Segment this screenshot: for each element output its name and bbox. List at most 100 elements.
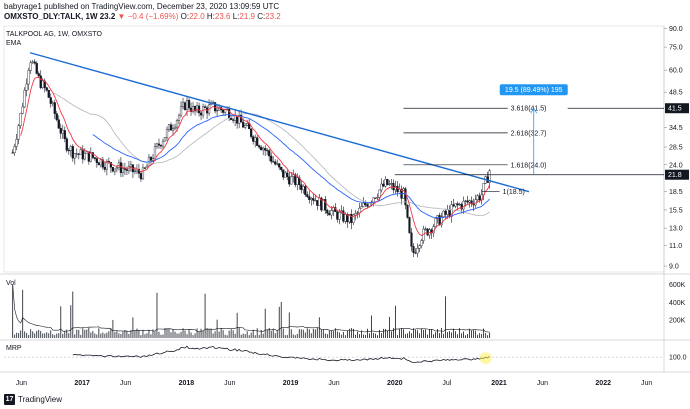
candle-body: [412, 246, 415, 253]
candle-body: [456, 203, 459, 206]
candle-body: [167, 124, 171, 130]
candle-body: [244, 125, 247, 128]
candle-body: [129, 164, 133, 167]
candle-body: [362, 202, 365, 207]
candle-body: [378, 189, 381, 198]
mrp-highlight: [479, 352, 492, 365]
candle-body: [95, 158, 98, 163]
candle-body: [308, 196, 311, 200]
candle-body: [446, 209, 449, 215]
candle-body: [65, 138, 68, 151]
candle-body: [272, 161, 275, 163]
candle-body: [230, 118, 233, 120]
candle-body: [47, 90, 50, 98]
candle-body: [185, 100, 189, 110]
candle-body: [458, 204, 461, 206]
candle-body: [482, 183, 485, 196]
ema-fast-line: [20, 76, 491, 237]
candle-body: [101, 159, 104, 168]
candle-body: [344, 214, 347, 222]
candle-body: [374, 197, 377, 199]
candle-body: [406, 204, 409, 218]
candle-body: [119, 162, 123, 174]
candle-body: [314, 200, 317, 202]
candle-body: [328, 212, 331, 216]
volume-tick-label: 200K: [669, 318, 686, 325]
pane-legend-title: TALKPOOL AG, 1W, OMXSTO: [6, 31, 103, 38]
candle-body: [11, 152, 14, 154]
tradingview-brand[interactable]: 17 TradingView: [4, 394, 62, 405]
chart-canvas[interactable]: TALKPOOL AG, 1W, OMXSTO EMA 90.0 75.0 60.0 48…: [0, 0, 690, 392]
time-tick-label: Jun: [224, 380, 235, 387]
candle-body: [312, 198, 315, 201]
candle-body: [318, 197, 321, 206]
candle-body: [232, 119, 235, 121]
candle-body: [17, 125, 20, 140]
symbol: OMXSTO_DLY:TALK, 1W: [4, 12, 98, 21]
candle-body: [195, 105, 199, 112]
candle-body: [302, 186, 305, 190]
volume-average-line: [12, 284, 490, 333]
candle-body: [93, 157, 96, 159]
candle-body: [392, 183, 395, 191]
candle-body: [159, 145, 163, 147]
fib-level-label: 3.618(41.5): [511, 106, 547, 113]
candle-body: [264, 148, 267, 151]
candle-body: [290, 176, 293, 185]
candle-body: [33, 61, 36, 64]
candle-body: [292, 174, 295, 177]
candle-body: [330, 210, 333, 216]
candle-body: [13, 146, 16, 153]
time-tick-label: 2021: [491, 380, 507, 387]
candle-body: [404, 188, 407, 206]
candle-body: [278, 163, 281, 168]
mrp-helper: [93, 0, 490, 36]
volume-pane-title: Vol: [6, 280, 16, 287]
candle-body: [75, 153, 78, 155]
candle-body: [61, 130, 64, 134]
price-axis-box: [665, 103, 689, 114]
mrp-line: [72, 345, 490, 363]
candle-body: [352, 214, 355, 223]
candle-body: [199, 112, 203, 116]
candle-body: [139, 173, 143, 180]
price-tick-label: 11.0: [669, 243, 682, 250]
candle-body: [77, 153, 80, 155]
candle-body: [57, 119, 60, 129]
candle-body: [410, 232, 413, 247]
candle-body: [284, 172, 287, 178]
candle-body: [420, 240, 423, 246]
fib-level-label: 1.618(24.0): [511, 162, 547, 169]
candle-body: [466, 200, 469, 203]
candle-body: [215, 110, 219, 112]
candle-body: [87, 151, 90, 162]
price-tick-label: 48.5: [669, 90, 683, 97]
candle-body: [396, 186, 399, 193]
candle-body: [262, 148, 265, 151]
candle-body: [151, 158, 155, 161]
candle-body: [252, 136, 255, 142]
candle-body: [388, 183, 391, 185]
price-axis-box-label: 21.8: [668, 172, 682, 179]
candle-body: [364, 202, 367, 205]
candle-body: [15, 139, 18, 147]
candle-body: [380, 183, 383, 191]
mrp-pane-title: MRP: [6, 345, 22, 352]
candle-body: [354, 213, 357, 216]
candle-body: [189, 107, 193, 112]
candle-body: [460, 204, 463, 210]
candle-body: [414, 252, 417, 254]
time-tick-label: 2019: [283, 380, 299, 387]
candle-body: [35, 62, 38, 74]
candle-body: [51, 102, 54, 104]
candle-body: [304, 186, 307, 195]
time-tick-label: Jul: [442, 380, 451, 387]
time-tick-label: Jun: [328, 380, 339, 387]
candle-body: [121, 168, 125, 174]
measure-arrow-head: [530, 107, 538, 114]
candle-body: [286, 172, 289, 178]
candle-body: [442, 210, 445, 218]
volume-series: [12, 284, 491, 338]
candle-body: [376, 196, 379, 199]
candle-body: [163, 137, 167, 142]
